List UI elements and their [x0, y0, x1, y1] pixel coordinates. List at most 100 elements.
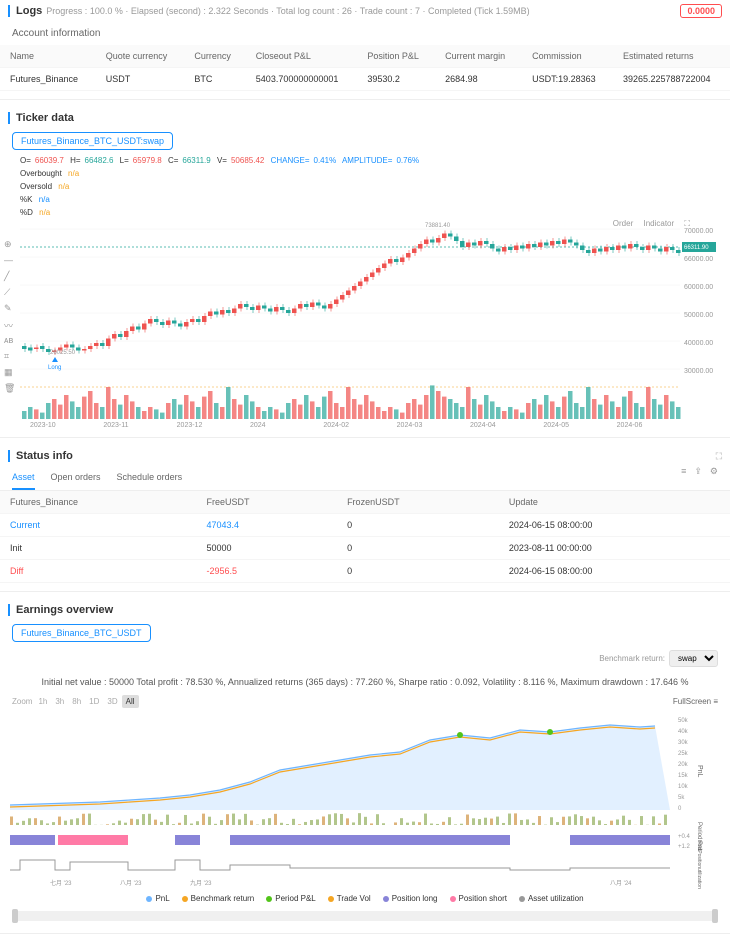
status-section: Status info ⛶ Asset Open orders Schedule o…: [0, 446, 730, 592]
table-row: Futures_BinanceUSDTBTC5403.7000000000013…: [0, 68, 730, 91]
ray-icon[interactable]: ⟋: [4, 287, 14, 297]
col-header: Estimated returns: [613, 45, 730, 68]
export-icon[interactable]: ⇪: [694, 466, 702, 490]
earnings-stats: Initial net value : 50000 Total profit :…: [0, 671, 730, 693]
tab-open-orders[interactable]: Open orders: [51, 466, 101, 490]
svg-text:+1.2: +1.2: [678, 844, 691, 850]
logs-header: Logs Progress : 100.0 % · Elapsed (secon…: [0, 0, 730, 22]
status-header: Status info ⛶: [0, 446, 730, 466]
fullscreen-btn[interactable]: FullScreen ≡: [673, 697, 718, 706]
order-btn[interactable]: Order: [613, 219, 633, 228]
fullscreen-icon[interactable]: ⛶: [684, 219, 690, 228]
logs-section: Logs Progress : 100.0 % · Elapsed (secon…: [0, 0, 730, 100]
svg-text:30k: 30k: [678, 740, 689, 746]
zoom-3D[interactable]: 3D: [103, 695, 121, 708]
legend-position-long[interactable]: Position long: [383, 894, 438, 903]
svg-text:PnL: PnL: [696, 765, 703, 778]
pattern-icon[interactable]: ⌗: [4, 351, 14, 361]
list-icon[interactable]: ≡: [681, 466, 686, 490]
svg-text:5k: 5k: [678, 795, 685, 801]
svg-text:10k: 10k: [678, 784, 689, 790]
status-tabs: Asset Open orders Schedule orders ≡ ⇪ ⚙: [0, 466, 730, 491]
tab-schedule-orders[interactable]: Schedule orders: [117, 466, 183, 490]
trend-icon[interactable]: ╱: [4, 271, 14, 281]
svg-text:25k: 25k: [678, 751, 689, 757]
legend-trade-vol[interactable]: Trade Vol: [328, 894, 371, 903]
svg-text:20k: 20k: [678, 762, 689, 768]
candlestick-svg[interactable]: 70000.0066000.0060000.0050000.0040000.00…: [20, 219, 720, 429]
earnings-chart[interactable]: 50k40k30k25k20k15k10k5k0PnLPeriod PnLHol…: [10, 710, 720, 890]
svg-text:15k: 15k: [678, 773, 689, 779]
svg-text:Long: Long: [48, 365, 61, 371]
pk-row: %K n/a: [0, 193, 730, 206]
ticker-pill[interactable]: Futures_Binance_BTC_USDT:swap: [12, 132, 173, 150]
zoom-1D[interactable]: 1D: [85, 695, 103, 708]
logs-badge: 0.0000: [680, 4, 722, 18]
svg-text:2024-04: 2024-04: [470, 422, 496, 429]
svg-text:66311.90: 66311.90: [684, 245, 709, 251]
settings-icon[interactable]: ⚙: [710, 466, 718, 490]
crosshair-icon[interactable]: ⊕: [4, 239, 14, 249]
delete-icon[interactable]: 🗑: [4, 383, 14, 393]
svg-text:0: 0: [678, 806, 682, 812]
legend-position-short[interactable]: Position short: [450, 894, 507, 903]
legend-period-p-l[interactable]: Period P&L: [266, 894, 315, 903]
expand-icon[interactable]: ⛶: [716, 451, 722, 462]
svg-text:50000.00: 50000.00: [684, 312, 713, 319]
measure-icon[interactable]: ▦: [4, 367, 14, 377]
col-header: Closeout P&L: [246, 45, 358, 68]
pencil-icon[interactable]: ✎: [4, 303, 14, 313]
col-header: Position P&L: [357, 45, 435, 68]
zoom-controls: Zoom 1h3h8h1D3DAll FullScreen ≡: [0, 693, 730, 710]
logs-title: Logs: [16, 5, 42, 17]
chart-legend: PnL Benchmark return Period P&L Trade Vol Po…: [0, 890, 730, 907]
indicator-btn[interactable]: Indicator: [643, 219, 674, 228]
svg-text:九月 '23: 九月 '23: [190, 879, 212, 887]
col-header: Current margin: [435, 45, 522, 68]
svg-text:2023-11: 2023-11: [103, 422, 128, 429]
brush-icon[interactable]: 〰: [4, 319, 14, 329]
zoom-1h[interactable]: 1h: [34, 695, 51, 708]
chart-controls: Order Indicator ⛶: [605, 219, 690, 229]
text-icon[interactable]: ᴀʙ: [4, 335, 14, 345]
legend-pnl[interactable]: PnL: [146, 894, 169, 903]
table-row: Init5000002023-08-11 00:00:00: [0, 537, 730, 560]
svg-text:73881.40: 73881.40: [425, 223, 451, 229]
col-header: Currency: [184, 45, 245, 68]
legend-benchmark-return[interactable]: Benchmark return: [182, 894, 255, 903]
ticker-header: Ticker data: [0, 108, 730, 128]
earnings-section: Earnings overview Futures_Binance_BTC_US…: [0, 600, 730, 934]
ticker-title: Ticker data: [16, 112, 74, 124]
chart-toolbar: ⊕ — ╱ ⟋ ✎ 〰 ᴀʙ ⌗ ▦ 🗑: [4, 239, 14, 393]
svg-text:40k: 40k: [678, 729, 689, 735]
svg-text:utilization: utilization: [696, 868, 702, 889]
account-table: NameQuote currencyCurrencyCloseout P&LPo…: [0, 45, 730, 91]
ticker-stats: O=66039.7 H=66482.6 L=65979.8 C=66311.9 …: [0, 154, 730, 167]
benchmark-select[interactable]: swap: [669, 650, 718, 667]
account-title: Account information: [0, 22, 730, 45]
earnings-title: Earnings overview: [16, 604, 113, 616]
svg-text:60000.00: 60000.00: [684, 284, 713, 291]
svg-text:50k: 50k: [678, 718, 689, 724]
zoom-3h[interactable]: 3h: [51, 695, 68, 708]
earnings-pill[interactable]: Futures_Binance_BTC_USDT: [12, 624, 151, 642]
range-slider[interactable]: [12, 911, 718, 921]
svg-text:2024: 2024: [250, 422, 266, 429]
status-table: Futures_BinanceFreeUSDTFrozenUSDTUpdate …: [0, 491, 730, 583]
benchmark-selector: Benchmark return: swap: [0, 646, 730, 671]
svg-text:八月 '24: 八月 '24: [610, 880, 632, 887]
svg-text:+0.4: +0.4: [678, 834, 691, 840]
legend-asset-utilization[interactable]: Asset utilization: [519, 894, 584, 903]
tab-asset[interactable]: Asset: [12, 466, 35, 490]
zoom-All[interactable]: All: [122, 695, 139, 708]
svg-text:七月 '23: 七月 '23: [50, 879, 72, 887]
zoom-8h[interactable]: 8h: [68, 695, 85, 708]
logs-subtext: Progress : 100.0 % · Elapsed (second) : …: [46, 6, 529, 16]
svg-text:66000.00: 66000.00: [684, 256, 713, 263]
svg-text:30000.00: 30000.00: [684, 368, 713, 375]
svg-text:2024-03: 2024-03: [397, 422, 423, 429]
hline-icon[interactable]: —: [4, 255, 14, 265]
col-header: Quote currency: [96, 45, 185, 68]
table-row: Current47043.402024-06-15 08:00:00: [0, 514, 730, 537]
status-title: Status info: [16, 450, 73, 462]
